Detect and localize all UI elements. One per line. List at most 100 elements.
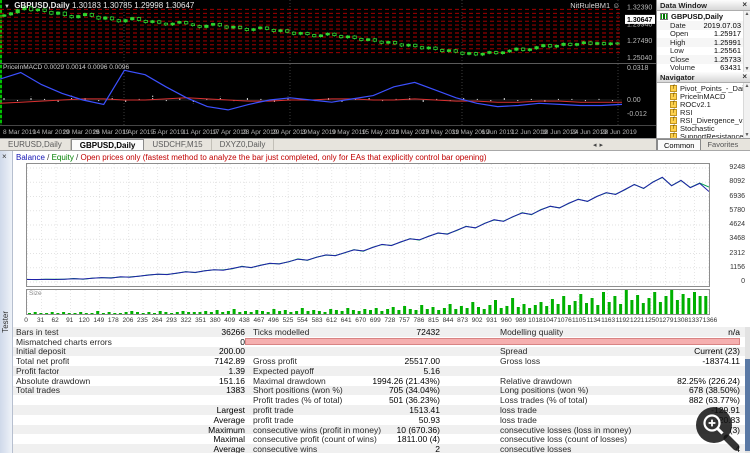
data-window-row: Volume 63431 [657, 63, 750, 72]
tester-scrollbar[interactable] [745, 327, 750, 453]
data-window-scrollbar[interactable]: ▲ ▼ [743, 11, 750, 72]
report-value: 200.00 [219, 346, 245, 357]
x-axis-tick: 409 [224, 317, 236, 324]
scroll-left-icon[interactable]: ◂ [592, 142, 600, 149]
x-axis-tick: 641 [340, 317, 352, 324]
close-icon[interactable]: × [2, 152, 7, 161]
report-value: 72432 [416, 326, 440, 337]
x-axis-tick: 1018 [528, 317, 543, 324]
indicator-name: ROCv2.1 [680, 99, 711, 109]
balance-equity-graph[interactable] [26, 163, 710, 287]
report-value: 1.39 [228, 365, 245, 376]
report-value: 678 (38.50%) [688, 385, 740, 396]
data-window-symbol: GBPUSD,Daily [671, 11, 724, 21]
report-label: consecutive wins (profit in money) [253, 424, 382, 435]
x-axis-tick: 612 [326, 317, 338, 324]
scroll-right-icon[interactable]: ▸ [599, 142, 606, 149]
navigator-tab-favorites[interactable]: Favorites [707, 140, 739, 149]
navigator-item-pivot-points-daily-s[interactable]: Pivot_Points_-_Daily_s [657, 84, 750, 93]
x-axis-tick: 496 [267, 317, 279, 324]
scroll-down-icon[interactable]: ▼ [744, 132, 750, 138]
svg-text:1.27490: 1.27490 [627, 38, 652, 45]
candlestick-pane[interactable]: 1.32390 1.29940 1.27490 1.25040 1.30647 [0, 0, 656, 63]
report-label: consecutive wins [253, 444, 318, 453]
x-axis-tick: 525 [282, 317, 294, 324]
navigator-item-rsi-divergence-v2[interactable]: RSI_Divergence_v2 [657, 116, 750, 125]
report-row: Total net profit 7142.89 Gross profit 25517… [13, 356, 745, 366]
report-value: Largest [216, 405, 245, 416]
navigator-list: Pivot_Points_-_Daily_sPriceInMACDROCv2.1… [657, 83, 750, 138]
field-value: 1.25561 [713, 46, 741, 56]
report-cell: Short positions (won %) 705 (34.04%) [245, 385, 440, 395]
symbol-dropdown-icon[interactable]: ▼ [4, 4, 10, 10]
tab-scroll-arrows[interactable]: ◂▸ [593, 139, 606, 150]
x-axis-tick: 206 [122, 317, 134, 324]
svg-text:1.29940: 1.29940 [627, 21, 652, 28]
x-axis-tick: 235 [136, 317, 148, 324]
scroll-down-icon[interactable]: ▼ [744, 66, 750, 72]
navigator-item-supportresistance[interactable]: SupportResistance [657, 132, 750, 138]
navigator-scrollbar[interactable]: ▲ ▼ [743, 83, 750, 138]
navigator-item-priceinmacd[interactable]: PriceInMACD [657, 92, 750, 101]
report-label: consecutive losses [500, 444, 572, 453]
ea-smiley-icon[interactable]: ☺ [612, 1, 620, 10]
zoom-button[interactable] [694, 405, 740, 451]
svg-text:1.25040: 1.25040 [627, 55, 652, 62]
date-axis-label: 28 Jun 2019 [601, 129, 637, 136]
chart-tab-eurusd-daily[interactable]: EURUSD,Daily [0, 139, 71, 150]
report-value: 2 [435, 444, 440, 453]
x-axis-tick: 467 [253, 317, 265, 324]
field-label: Low [670, 46, 684, 56]
report-cell: Maximum [13, 425, 245, 435]
x-axis-tick: 1192 [615, 317, 630, 324]
chart-tab-bar: EURUSD,Daily GBPUSD,Daily USDCHF,M15 DXYZ0,… [0, 138, 656, 150]
field-value: 1.25991 [713, 37, 741, 47]
tester-graph-legend: Balance / Equity / Open prices only (fas… [16, 153, 487, 162]
price-chart[interactable]: 1.32390 1.29940 1.27490 1.25040 1.30647 0.03… [0, 0, 656, 150]
report-cell: Total net profit 7142.89 [13, 356, 245, 366]
scrollbar-thumb[interactable] [745, 359, 750, 451]
chart-tab-gbpusd-daily[interactable]: GBPUSD,Daily [70, 139, 145, 150]
navigator-item-rocv2-1[interactable]: ROCv2.1 [657, 99, 750, 109]
x-axis-tick: 380 [209, 317, 221, 324]
data-window-symbol-row: GBPUSD,Daily [657, 11, 750, 21]
navigator-item-stochastic[interactable]: Stochastic [657, 124, 750, 133]
y-axis-tick: 6936 [729, 192, 745, 200]
x-axis-tick: 873 [457, 317, 469, 324]
scroll-up-icon[interactable]: ▲ [744, 11, 750, 17]
date-axis-label: 6 Jun 2019 [481, 129, 514, 136]
report-label: Total trades [16, 385, 60, 396]
close-icon[interactable]: × [742, 72, 747, 81]
report-cell: Average [13, 444, 245, 453]
report-value: 1811.00 (4) [397, 434, 440, 445]
report-cell: Bars in test 36266 [13, 327, 245, 337]
report-label: consecutive loss (count of losses) [500, 434, 628, 445]
svg-text:-0.012: -0.012 [627, 111, 647, 118]
close-icon[interactable]: × [742, 0, 747, 9]
navigator-tab-common[interactable]: Common [657, 139, 702, 150]
date-axis-label: 15 May 2019 [361, 129, 400, 136]
report-label: Short positions (won %) [253, 385, 343, 396]
x-axis-tick: 670 [355, 317, 367, 324]
report-value: Maximal [213, 434, 245, 445]
report-value: 1513.41 [409, 405, 440, 416]
report-cell: Profit trades (% of total) 501 (36.23%) [245, 395, 440, 405]
chart-tab-dxyz0-daily[interactable]: DXYZ0,Daily [212, 139, 275, 150]
report-cell: Mismatched charts errors 0 [13, 337, 245, 347]
report-value: 7142.89 [214, 356, 245, 367]
navigator-tabs: Common Favorites [657, 138, 750, 150]
lot-size-graph[interactable]: Size [26, 289, 710, 315]
report-cell: Expected payoff 5.16 [245, 366, 440, 376]
indicator-fx-icon [670, 100, 677, 108]
scroll-up-icon[interactable]: ▲ [744, 83, 750, 89]
report-row: Profit factor 1.39 Expected payoff 5.16 [13, 366, 745, 376]
indicator-name: SupportResistance [680, 131, 744, 139]
navigator-item-rsi[interactable]: RSI [657, 108, 750, 117]
ea-label: NitRuleBM1 ☺ [570, 1, 620, 10]
macd-indicator-pane[interactable]: 0.0318 0.00 -0.012 [0, 63, 656, 125]
date-axis-label: 17 Apr 2019 [212, 129, 248, 136]
chart-tab-usdchf-m15[interactable]: USDCHF,M15 [144, 139, 212, 150]
x-axis-tick: 62 [51, 317, 59, 324]
report-cell: consecutive profit (count of wins) 1811.0… [245, 434, 440, 444]
